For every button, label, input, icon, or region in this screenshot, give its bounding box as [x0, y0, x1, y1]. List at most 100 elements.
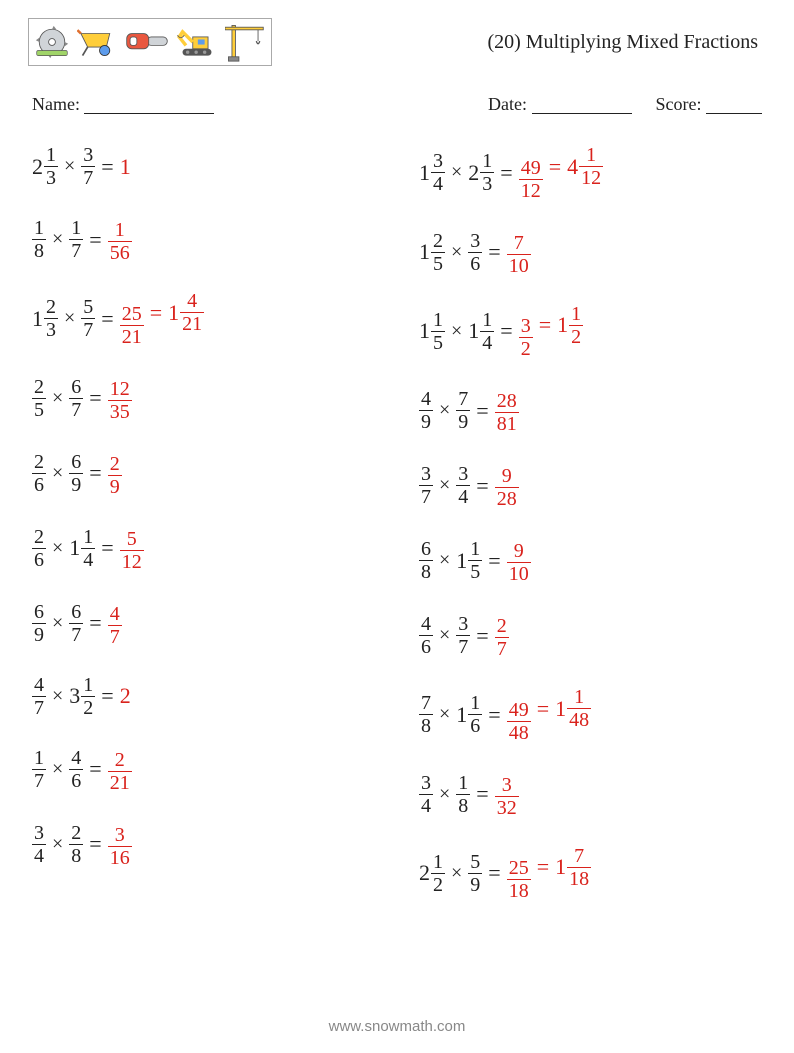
numerator: 2 [44, 297, 58, 318]
denominator: 8 [69, 844, 83, 866]
term: 37 [456, 614, 470, 657]
numerator: 3 [468, 231, 482, 252]
term: 46 [69, 748, 83, 791]
term: 26 [32, 452, 46, 495]
problem: 34×18=332 [419, 771, 766, 818]
numerator: 1 [468, 693, 482, 714]
numerator: 3 [113, 825, 127, 846]
denominator: 7 [419, 485, 433, 507]
multiply-operator: × [433, 474, 456, 497]
fraction: 34 [456, 464, 470, 507]
denominator: 6 [468, 714, 482, 736]
term: 221 [108, 750, 132, 793]
denominator: 6 [419, 635, 433, 657]
problems-grid: 213×37=118×17=156123×57=2521 = 142125×67… [28, 145, 766, 901]
denominator: 81 [495, 412, 519, 434]
fraction: 18 [456, 773, 470, 816]
term: 79 [456, 389, 470, 432]
denominator: 5 [32, 398, 46, 420]
equals-sign: = [533, 312, 557, 338]
term: 37 [419, 464, 433, 507]
term: 1 [120, 154, 132, 180]
denominator: 6 [468, 252, 482, 274]
fraction: 69 [32, 602, 46, 645]
term: 67 [69, 377, 83, 420]
term: 312 [69, 675, 95, 718]
term: 4948 [507, 700, 531, 743]
name-blank[interactable] [84, 98, 214, 114]
numerator: 3 [519, 316, 533, 337]
equals-sign: = [543, 154, 567, 180]
numerator: 1 [569, 304, 583, 325]
term: 116 [456, 693, 482, 736]
fraction: 13 [480, 151, 494, 194]
fraction: 2518 [507, 858, 531, 901]
multiply-operator: × [445, 161, 468, 184]
equals-sign: = [482, 239, 506, 265]
denominator: 6 [32, 548, 46, 570]
equals-sign: = [494, 160, 518, 186]
denominator: 7 [456, 635, 470, 657]
numerator: 3 [81, 145, 95, 166]
denominator: 48 [507, 721, 531, 743]
denominator: 9 [419, 410, 433, 432]
numerator: 7 [512, 233, 526, 254]
numerator: 1 [44, 145, 58, 166]
date-label: Date: [488, 94, 527, 114]
numerator: 3 [419, 464, 433, 485]
multiply-operator: × [58, 155, 81, 178]
answer: 47 [108, 600, 122, 647]
problem: 49×79=2881 [419, 387, 766, 434]
fraction: 512 [120, 529, 144, 572]
denominator: 4 [32, 844, 46, 866]
answer: 4912 = 4112 [519, 145, 603, 201]
answer: 29 [108, 450, 122, 497]
numerator: 3 [32, 823, 46, 844]
score-label: Score: [656, 94, 702, 114]
equals-sign: = [95, 683, 119, 709]
denominator: 4 [81, 548, 95, 570]
multiply-operator: × [46, 685, 69, 708]
whole-part: 1 [456, 548, 468, 574]
numerator: 5 [81, 297, 95, 318]
multiply-operator: × [433, 624, 456, 647]
denominator: 9 [108, 475, 122, 497]
fraction: 47 [108, 604, 122, 647]
numerator: 5 [468, 852, 482, 873]
denominator: 6 [69, 769, 83, 791]
whole-part: 2 [468, 160, 480, 186]
term: 213 [468, 151, 494, 194]
fraction: 910 [507, 541, 531, 584]
term: 2881 [495, 391, 519, 434]
term: 212 [419, 852, 445, 895]
multiply-operator: × [433, 703, 456, 726]
equals-sign: = [144, 300, 168, 326]
numerator: 1 [456, 773, 470, 794]
numerator: 12 [108, 379, 132, 400]
equals-sign: = [83, 831, 107, 857]
denominator: 7 [108, 625, 122, 647]
denominator: 2 [569, 325, 583, 347]
answer: 316 [108, 821, 132, 868]
problem-column-left: 213×37=118×17=156123×57=2521 = 142125×67… [32, 145, 379, 901]
answer: 2 [120, 683, 132, 709]
fraction: 25 [431, 231, 445, 274]
denominator: 21 [108, 771, 132, 793]
score-blank[interactable] [706, 98, 762, 114]
numerator: 1 [69, 218, 83, 239]
fraction: 37 [419, 464, 433, 507]
term: 112 [557, 304, 583, 347]
fraction: 26 [32, 527, 46, 570]
denominator: 2 [81, 696, 95, 718]
numerator: 4 [185, 291, 199, 312]
equals-sign: = [531, 696, 555, 722]
multiply-operator: × [433, 549, 456, 572]
date-field: Date: [488, 94, 631, 115]
problem: 37×34=928 [419, 462, 766, 509]
term: 123 [32, 297, 58, 340]
numerator: 1 [584, 145, 598, 166]
problem: 47×312=2 [32, 675, 379, 718]
date-blank[interactable] [532, 98, 632, 114]
numerator: 2 [32, 377, 46, 398]
term: 67 [69, 602, 83, 645]
